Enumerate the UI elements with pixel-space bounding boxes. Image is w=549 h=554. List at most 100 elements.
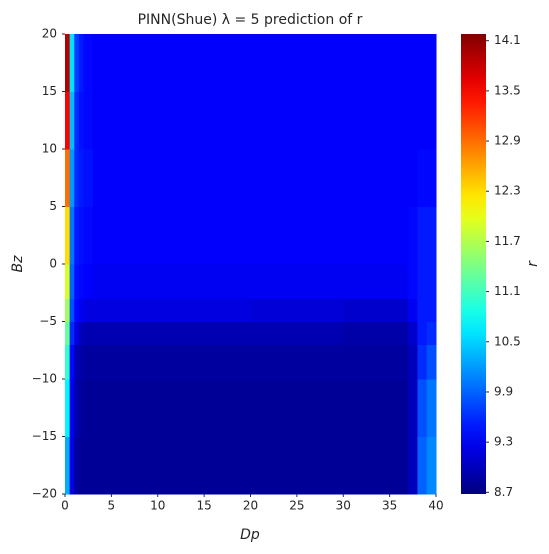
heatmap-cell	[65, 298, 71, 322]
y-tick-label: 10	[42, 142, 57, 156]
heatmap-cell	[92, 436, 112, 495]
heatmap-cell	[157, 344, 205, 380]
heatmap-cell	[250, 321, 298, 345]
y-tick-label: 5	[49, 199, 57, 213]
heatmap-cell	[426, 264, 437, 299]
heatmap-cell	[408, 298, 418, 322]
y-tick-label: −15	[32, 429, 57, 443]
heatmap-cell	[78, 91, 85, 150]
heatmap-cell	[111, 264, 159, 299]
heatmap-cell	[111, 344, 159, 380]
x-tick-label: 30	[336, 499, 351, 513]
y-tick-label: −20	[32, 487, 57, 501]
heatmap-cell	[204, 91, 251, 150]
heatmap-cell	[92, 149, 112, 207]
heatmap-cell	[69, 149, 75, 207]
heatmap-cell	[426, 379, 437, 437]
chart-title: PINN(Shue) λ = 5 prediction of r	[138, 12, 363, 28]
heatmap-cell	[296, 34, 344, 92]
heatmap-cell	[65, 344, 71, 380]
heatmap-cell	[92, 34, 112, 92]
heatmap-cell	[204, 264, 251, 299]
heatmap-cell	[69, 264, 75, 299]
heatmap-cell	[389, 344, 409, 380]
heatmap-cell	[111, 91, 159, 150]
heatmap-cell	[74, 206, 80, 265]
heatmap-cell	[426, 91, 437, 150]
heatmap-cell	[65, 379, 71, 437]
heatmap-cell	[426, 206, 437, 265]
heatmap-cell	[83, 34, 94, 92]
heatmap-cell	[74, 91, 80, 150]
heatmap-cell	[111, 379, 159, 437]
heatmap-cell	[83, 149, 94, 207]
heatmap-cell	[69, 206, 75, 265]
heatmap-cell	[74, 149, 80, 207]
heatmap-cell	[389, 436, 409, 495]
x-tick-label: 10	[150, 499, 165, 513]
heatmap-cell	[343, 149, 391, 207]
heatmap-cell	[65, 436, 71, 495]
heatmap-cell	[111, 206, 159, 265]
heatmap-cell	[408, 321, 418, 345]
heatmap-cell	[74, 344, 80, 380]
heatmap-cell	[157, 206, 205, 265]
colorbar-label: r	[525, 260, 541, 267]
heatmap-cell	[69, 91, 75, 150]
heatmap-cell	[296, 91, 344, 150]
heatmap-cell	[408, 379, 418, 437]
heatmap-cell	[78, 379, 85, 437]
heatmap-cell	[417, 206, 428, 265]
heatmap-cell	[157, 379, 205, 437]
heatmap-cell	[74, 321, 80, 345]
heatmap-cell	[204, 298, 251, 322]
heatmap-cell	[204, 34, 251, 92]
x-axis-label: Dp	[240, 527, 260, 543]
heatmap-cell	[343, 436, 391, 495]
heatmap-cell	[92, 298, 112, 322]
colorbar	[461, 34, 486, 494]
heatmap-cell	[343, 344, 391, 380]
heatmap-cell	[92, 91, 112, 150]
heatmap-cell	[65, 34, 71, 92]
heatmap-cell	[92, 264, 112, 299]
heatmap-cell	[296, 264, 344, 299]
heatmap-cell	[204, 321, 251, 345]
heatmap-cell	[69, 321, 75, 345]
heatmap-cell	[204, 344, 251, 380]
colorbar-tick-label: 9.3	[494, 435, 513, 449]
colorbar-tick-label: 10.5	[494, 334, 521, 348]
heatmap-cell	[389, 321, 409, 345]
heatmap-cell	[78, 321, 85, 345]
heatmap-cell	[74, 34, 80, 92]
heatmap-cell	[157, 264, 205, 299]
heatmap-cell	[92, 344, 112, 380]
heatmap-cell	[417, 344, 428, 380]
heatmap-cell	[69, 379, 75, 437]
x-tick-label: 20	[243, 499, 258, 513]
heatmap-cell	[296, 436, 344, 495]
heatmap-cell	[296, 344, 344, 380]
heatmap-cell	[389, 298, 409, 322]
heatmap-cell	[389, 34, 409, 92]
y-axis-label: Bz	[10, 255, 26, 273]
heatmap-cell	[250, 344, 298, 380]
x-tick-label: 15	[196, 499, 211, 513]
heatmap-cell	[408, 264, 418, 299]
heatmap-cell	[69, 436, 75, 495]
heatmap-cell	[204, 149, 251, 207]
y-tick-label: −5	[39, 314, 57, 328]
heatmap-cell	[83, 206, 94, 265]
heatmap-cell	[69, 298, 75, 322]
y-tick-label: 20	[42, 27, 57, 41]
heatmap-cell	[408, 149, 418, 207]
colorbar-tick-label: 11.7	[494, 234, 521, 248]
heatmap-cell	[343, 264, 391, 299]
heatmap-cell	[389, 379, 409, 437]
heatmap-cell	[408, 436, 418, 495]
heatmap-cell	[74, 436, 80, 495]
heatmap-cell	[83, 344, 94, 380]
heatmap-cell	[296, 298, 344, 322]
heatmap-cell	[250, 91, 298, 150]
heatmap-cell	[250, 379, 298, 437]
